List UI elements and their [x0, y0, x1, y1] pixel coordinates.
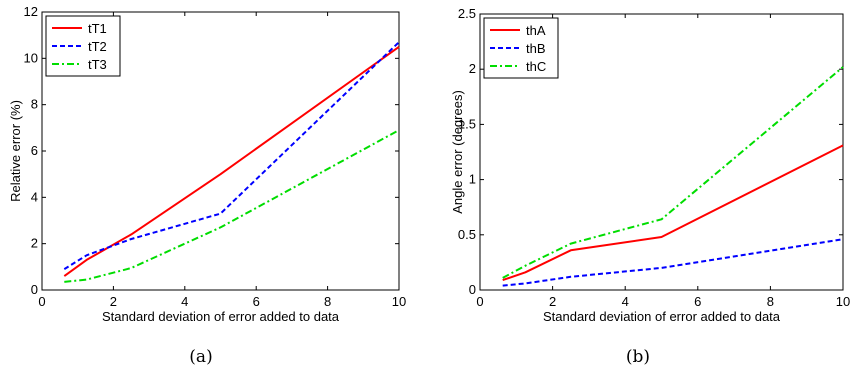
x-axis-label: Standard deviation of error added to dat…	[543, 309, 781, 324]
legend: thA thB thC	[483, 17, 559, 79]
series-line-thB	[502, 238, 844, 287]
x-tick-label: 8	[767, 294, 774, 309]
y-tick-label: 1.5	[458, 116, 476, 131]
panel-caption: (b)	[626, 347, 650, 367]
legend: tT1 tT2 tT3	[45, 15, 121, 77]
panel-caption: (a)	[189, 347, 212, 367]
x-tick-label: 10	[836, 294, 850, 309]
series-line-tT2	[63, 41, 400, 270]
legend-box	[45, 15, 121, 77]
x-tick-label: 0	[38, 294, 45, 309]
y-tick-label: 2	[31, 236, 38, 251]
chart-panel-1: 0 2 4 6 8 10 0 2 4 6 8 10 12 Standard deviation of er…	[8, 4, 406, 367]
y-tick-label: 1	[469, 172, 476, 187]
y-tick-label: 0.5	[458, 227, 476, 242]
series-line-tT3	[64, 129, 400, 283]
legend-box	[483, 17, 559, 79]
y-tick-label: 8	[31, 97, 38, 112]
x-tick-label: 0	[476, 294, 483, 309]
y-tick-label: 2.5	[458, 6, 476, 21]
x-tick-label: 2	[549, 294, 556, 309]
x-tick-label: 4	[181, 294, 188, 309]
x-tick-label: 6	[694, 294, 701, 309]
y-tick-label: 0	[469, 282, 476, 297]
x-tick-label: 10	[392, 294, 406, 309]
legend-label-thA: thA	[526, 23, 546, 38]
legend-label-tT2: tT2	[88, 39, 107, 54]
y-tick-label: 6	[31, 143, 38, 158]
x-tick-label: 2	[110, 294, 117, 309]
y-axis-label: Relative error (%)	[8, 100, 23, 202]
legend-label-thC: thC	[526, 59, 546, 74]
series-line-tT1	[63, 45, 400, 277]
plot-area	[479, 13, 844, 291]
y-tick-label: 4	[31, 189, 38, 204]
x-tick-label: 4	[622, 294, 629, 309]
y-tick-label: 10	[24, 50, 38, 65]
legend-label-tT3: tT3	[88, 57, 107, 72]
series-line-thA	[502, 144, 844, 282]
x-tick-label: 8	[324, 294, 331, 309]
y-tick-label: 12	[24, 4, 38, 19]
y-tick-label: 2	[469, 61, 476, 76]
x-tick-label: 6	[253, 294, 260, 309]
legend-label-thB: thB	[526, 41, 546, 56]
y-axis-label: Angle error (degrees)	[450, 90, 465, 214]
x-axis-label: Standard deviation of error added to dat…	[102, 309, 340, 324]
chart-panel-2: 0 2 4 6 8 10 0 0.5 1 1.5 2 2.5 Standard deviation of…	[450, 6, 850, 367]
y-tick-label: 0	[31, 282, 38, 297]
series-line-thC	[502, 66, 844, 279]
legend-label-tT1: tT1	[88, 21, 107, 36]
